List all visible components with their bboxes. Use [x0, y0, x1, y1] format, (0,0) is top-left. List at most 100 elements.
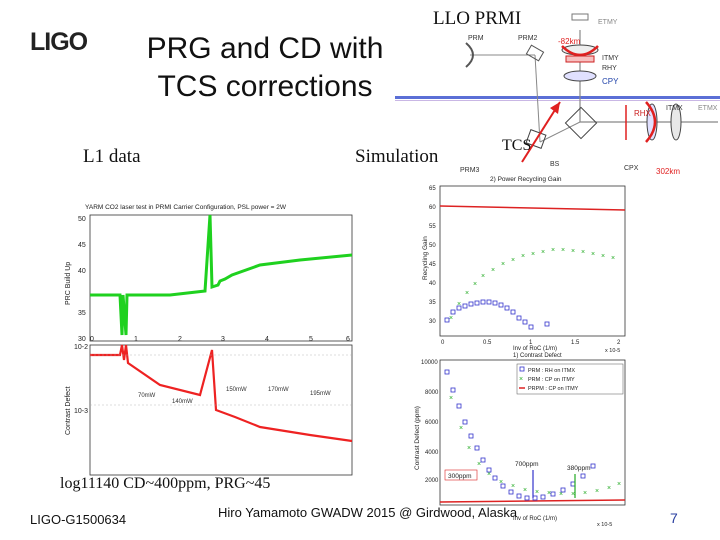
sim-top-xtick: 1	[529, 340, 533, 346]
l1-top-ylabel: PRC Build Up	[65, 262, 72, 305]
sim-marker-cross: ×	[487, 471, 491, 478]
l1-annotation: 150mW	[226, 387, 247, 393]
sim-marker-cross: ×	[561, 247, 565, 254]
l1-top-ytick: 40	[78, 268, 86, 275]
sim-marker-cross: ×	[465, 290, 469, 297]
sim-top-ytick: 45	[429, 262, 436, 268]
sim-marker-square	[474, 300, 480, 306]
sim-marker-square	[528, 324, 534, 330]
sim-bottom-ylabel: Contrast Defect (ppm)	[414, 406, 421, 470]
sim-marker-cross: ×	[611, 255, 615, 262]
l1-top-ytick: 35	[78, 310, 86, 317]
sim-marker-square	[474, 445, 480, 451]
sim-top-xtick: 2	[617, 340, 621, 346]
sim-marker-cross: ×	[477, 461, 481, 468]
sim-marker-cross: ×	[523, 487, 527, 494]
sim-bottom-ytick: 10000	[421, 360, 438, 366]
optical-layout-diagram: ETMY PRM PRM2 -82km ITMY RHY CPY RHX ITM…	[460, 13, 718, 176]
sim-marker-cross: ×	[591, 251, 595, 258]
sim-marker-square	[486, 467, 492, 473]
sim-bottom-xlabel: Inv of RoC (1/m)	[513, 516, 557, 522]
sim-top-xlabel: Inv of RoC (1/m)	[513, 346, 557, 352]
l1-xtick: 0	[90, 336, 94, 343]
sim-annotation: 700ppm	[515, 461, 539, 468]
sim-bottom-ytick: 6000	[425, 420, 439, 426]
sim-marker-cross: ×	[581, 249, 585, 256]
sim-top-title: 2) Power Recycling Gain	[490, 176, 562, 183]
simulation-plot: 2) Power Recycling Gain Recycling Gain 6…	[414, 176, 626, 528]
sim-marker-square	[468, 301, 474, 307]
sim-marker-cross: ×	[571, 491, 575, 498]
page-number: 7	[670, 510, 678, 526]
sim-marker-cross: ×	[617, 481, 621, 488]
sim-annotation: 380ppm	[567, 465, 591, 472]
sim-marker-square	[492, 300, 498, 306]
sim-marker-cross: ×	[449, 395, 453, 402]
l1-xtick: 1	[134, 336, 138, 343]
sim-legend-entry: PRM : CP on ITMY	[528, 377, 575, 383]
sim-top-ytick: 40	[429, 281, 436, 287]
sim-marker-cross: ×	[501, 261, 505, 268]
log-note: log11140 CD~400ppm, PRG~45	[60, 475, 271, 492]
sim-marker-square	[508, 489, 514, 495]
l1-data-plot: YARM CO2 laser test in PRMI Carrier Conf…	[65, 204, 353, 476]
sim-top-xtick: 0.5	[483, 340, 492, 346]
l1-xtick: 4	[265, 336, 269, 343]
sim-top-ylabel: Recycling Gain	[422, 236, 429, 280]
sim-top-ytick: 55	[429, 224, 436, 230]
sim-marker-cross: ×	[499, 479, 503, 486]
document-id: LIGO-G1500634	[30, 512, 127, 527]
svg-text:×: ×	[519, 376, 523, 383]
slide-title: PRG and CD with TCS corrections	[100, 30, 430, 106]
sim-marker-square	[510, 309, 516, 315]
l1-bottom-ytick: 10-2	[74, 344, 88, 351]
sim-marker-cross: ×	[481, 273, 485, 280]
sim-marker-cross: ×	[607, 485, 611, 492]
etmy-label: ETMY	[598, 19, 618, 26]
slide-title-line2: TCS corrections	[157, 70, 373, 103]
sim-marker-square	[498, 302, 504, 308]
sim-bottom-title: 1) Contrast Defect	[513, 353, 562, 359]
l1-xtick: 5	[309, 336, 313, 343]
sim-annotation: 300ppm	[448, 473, 472, 480]
sim-marker-cross: ×	[531, 251, 535, 258]
sim-bottom-ytick: 4000	[425, 450, 439, 456]
sim-marker-square	[450, 309, 456, 315]
l1-xtick: 6	[346, 336, 350, 343]
sim-marker-square	[492, 475, 498, 481]
sim-marker-cross: ×	[511, 257, 515, 264]
sim-marker-cross: ×	[521, 253, 525, 260]
sim-marker-square	[486, 299, 492, 305]
itmy-label: ITMY	[602, 55, 619, 62]
l1-bottom-ylabel: Contrast Defect	[65, 386, 72, 435]
slide-title-line1: PRG and CD with	[146, 32, 384, 65]
sim-marker-square	[504, 305, 510, 311]
l1-annotation: 140mW	[172, 399, 193, 405]
bs-label: BS	[550, 161, 560, 168]
sim-top-xtick: 0	[441, 340, 445, 346]
sim-marker-cross: ×	[457, 301, 461, 308]
sim-marker-cross: ×	[541, 249, 545, 256]
sim-marker-square	[480, 299, 486, 305]
sim-marker-cross: ×	[535, 489, 539, 496]
cpy-label: CPY	[602, 77, 619, 86]
l1-top-ytick: 30	[78, 336, 86, 343]
sim-marker-square	[544, 321, 550, 327]
sim-marker-square	[462, 303, 468, 309]
sim-marker-square	[468, 433, 474, 439]
sim-marker-square	[500, 483, 506, 489]
sim-top-ytick: 30	[429, 319, 436, 325]
prm2-label: PRM2	[518, 35, 538, 42]
l1-data-label: L1 data	[83, 146, 141, 167]
l1-bottom-ytick: 10-3	[74, 408, 88, 415]
l1-annotation: 170mW	[268, 387, 289, 393]
sim-marker-square	[516, 493, 522, 499]
tcs-label: TCS	[502, 137, 531, 154]
prm-label: PRM	[468, 35, 484, 42]
sim-marker-square	[550, 491, 556, 497]
sim-bottom-ytick: 8000	[425, 390, 439, 396]
sim-marker-square	[450, 387, 456, 393]
sim-bottom-ytick: 2000	[425, 478, 439, 484]
rhx-label: RHX	[634, 109, 652, 118]
sim-top-xtick: 1.5	[571, 340, 580, 346]
